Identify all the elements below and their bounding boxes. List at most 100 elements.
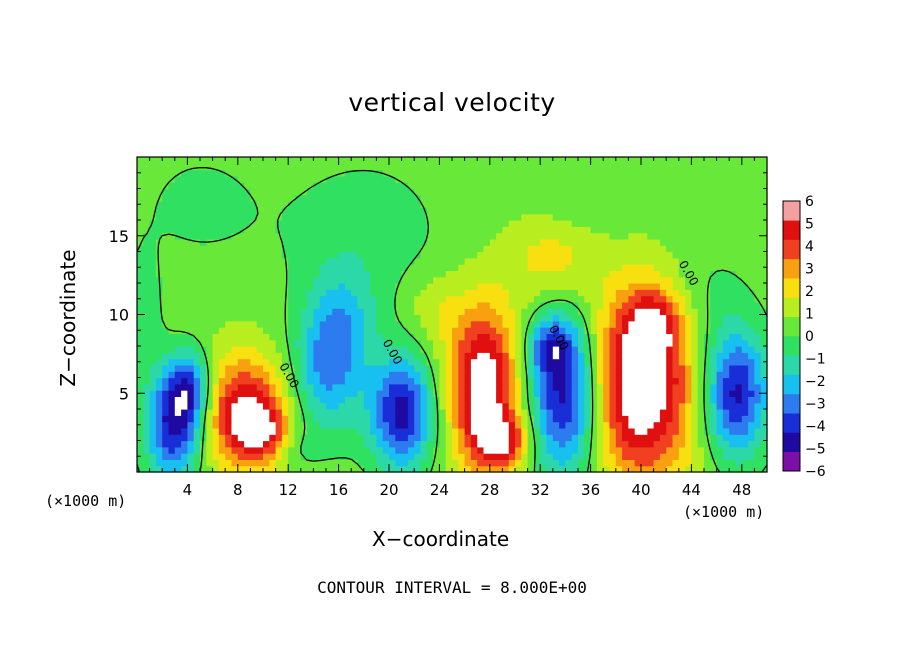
heatmap-cell bbox=[527, 346, 535, 353]
heatmap-cell bbox=[729, 327, 737, 334]
heatmap-cell bbox=[294, 207, 302, 215]
heatmap-cell bbox=[748, 396, 755, 404]
heatmap-cell bbox=[288, 308, 296, 316]
heatmap-cell bbox=[489, 427, 497, 435]
heatmap-cell bbox=[716, 446, 724, 454]
heatmap-cell bbox=[489, 314, 497, 322]
heatmap-cell bbox=[256, 314, 264, 322]
heatmap-cell bbox=[754, 226, 762, 234]
heatmap-cell bbox=[685, 308, 692, 316]
heatmap-cell bbox=[508, 301, 516, 309]
heatmap-cell bbox=[426, 346, 434, 353]
heatmap-cell bbox=[269, 314, 277, 322]
heatmap-cell bbox=[452, 276, 459, 284]
heatmap-cell bbox=[281, 188, 289, 196]
heatmap-cell bbox=[697, 175, 705, 183]
heatmap-cell bbox=[622, 396, 629, 404]
heatmap-cell bbox=[244, 238, 251, 246]
heatmap-cell bbox=[527, 295, 535, 303]
heatmap-cell bbox=[420, 396, 428, 404]
heatmap-cell bbox=[559, 371, 566, 379]
heatmap-cell bbox=[439, 276, 447, 284]
heatmap-cell bbox=[338, 257, 346, 265]
heatmap-cell bbox=[307, 352, 314, 360]
heatmap-cell bbox=[149, 157, 157, 164]
heatmap-cell bbox=[685, 163, 692, 171]
heatmap-cell bbox=[382, 383, 390, 391]
heatmap-cell bbox=[571, 220, 579, 227]
heatmap-cell bbox=[515, 308, 522, 316]
heatmap-cell bbox=[149, 276, 157, 284]
heatmap-cell bbox=[710, 220, 718, 227]
heatmap-cell bbox=[748, 308, 755, 316]
heatmap-cell bbox=[458, 289, 466, 297]
heatmap-cell bbox=[445, 220, 453, 227]
heatmap-cell bbox=[496, 308, 503, 316]
heatmap-cell bbox=[174, 327, 182, 334]
heatmap-cell bbox=[357, 352, 365, 360]
heatmap-cell bbox=[363, 446, 371, 454]
heatmap-cell bbox=[445, 383, 453, 391]
heatmap-cell bbox=[319, 358, 327, 366]
heatmap-cell bbox=[149, 194, 157, 202]
heatmap-cell bbox=[351, 390, 359, 397]
heatmap-cell bbox=[332, 238, 340, 246]
heatmap-cell bbox=[319, 201, 327, 208]
heatmap-cell bbox=[546, 377, 554, 385]
heatmap-cell bbox=[489, 440, 497, 448]
heatmap-cell bbox=[546, 163, 554, 171]
heatmap-cell bbox=[155, 207, 163, 215]
heatmap-cell bbox=[395, 364, 403, 372]
heatmap-cell bbox=[716, 314, 724, 322]
heatmap-cell bbox=[735, 364, 743, 372]
heatmap-cell bbox=[464, 251, 472, 259]
heatmap-cell bbox=[174, 289, 182, 297]
heatmap-cell bbox=[496, 327, 503, 334]
heatmap-cell bbox=[162, 201, 170, 208]
heatmap-cell bbox=[407, 402, 415, 410]
heatmap-cell bbox=[275, 308, 283, 316]
heatmap-cell bbox=[231, 409, 239, 416]
heatmap-cell bbox=[426, 175, 434, 183]
heatmap-cell bbox=[357, 371, 365, 379]
heatmap-cell bbox=[603, 421, 611, 429]
heatmap-cell bbox=[540, 346, 548, 353]
heatmap-cell bbox=[641, 257, 648, 265]
heatmap-cell bbox=[565, 169, 573, 177]
heatmap-cell bbox=[628, 182, 636, 190]
heatmap-cell bbox=[389, 175, 396, 183]
heatmap-cell bbox=[540, 232, 548, 240]
heatmap-cell bbox=[407, 358, 415, 366]
heatmap-cell bbox=[407, 327, 415, 334]
heatmap-cell bbox=[155, 371, 163, 379]
heatmap-cell bbox=[218, 364, 226, 372]
heatmap-cell bbox=[760, 301, 768, 309]
heatmap-cell bbox=[420, 251, 428, 259]
heatmap-cell bbox=[420, 201, 428, 208]
heatmap-cell bbox=[389, 264, 396, 271]
heatmap-cell bbox=[319, 465, 327, 473]
heatmap-cell bbox=[395, 465, 403, 473]
heatmap-cell bbox=[181, 314, 188, 322]
heatmap-cell bbox=[445, 301, 453, 309]
heatmap-cell bbox=[628, 251, 636, 259]
heatmap-cell bbox=[193, 421, 201, 429]
heatmap-cell bbox=[458, 440, 466, 448]
heatmap-cell bbox=[470, 421, 478, 429]
heatmap-cell bbox=[697, 201, 705, 208]
heatmap-cell bbox=[716, 358, 724, 366]
heatmap-cell bbox=[426, 157, 434, 164]
heatmap-cell bbox=[578, 377, 585, 385]
heatmap-cell bbox=[357, 314, 365, 322]
heatmap-cell bbox=[407, 364, 415, 372]
heatmap-cell bbox=[193, 194, 201, 202]
heatmap-cell bbox=[389, 440, 396, 448]
heatmap-cell bbox=[603, 301, 611, 309]
heatmap-cell bbox=[275, 283, 283, 290]
heatmap-cell bbox=[445, 339, 453, 347]
heatmap-cell bbox=[609, 352, 617, 360]
heatmap-cell bbox=[515, 283, 522, 290]
heatmap-cell bbox=[653, 396, 661, 404]
heatmap-cell bbox=[609, 371, 617, 379]
heatmap-cell bbox=[363, 383, 371, 391]
